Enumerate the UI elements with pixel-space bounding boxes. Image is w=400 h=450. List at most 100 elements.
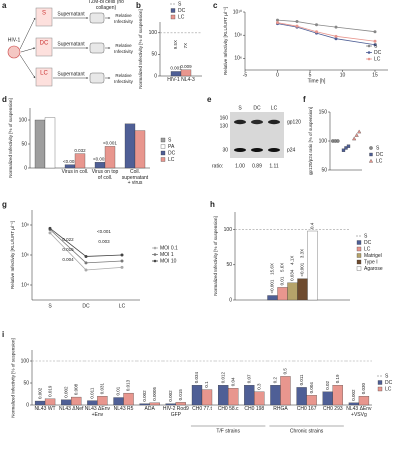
condition-label: DC	[40, 41, 49, 47]
legend-label: LC	[385, 386, 392, 392]
p-value: 0.013	[126, 379, 131, 391]
x-tick-label: RHGA	[273, 406, 288, 412]
bar	[307, 230, 318, 301]
legend-swatch	[160, 144, 166, 149]
bar	[134, 130, 146, 169]
p-value: 0.019	[47, 385, 52, 397]
point	[276, 21, 279, 25]
band-label: p24	[287, 147, 296, 153]
p-value: 0.004	[309, 382, 314, 394]
legend-label: PA	[168, 144, 175, 150]
readout-label: Relative Infectivity	[114, 13, 133, 24]
point	[334, 37, 338, 41]
condition-label: S	[42, 11, 46, 17]
point	[373, 30, 377, 34]
readout-label: Relative Infectivity	[114, 73, 133, 84]
plate	[89, 42, 105, 54]
fold-change: 9.5X	[173, 40, 178, 49]
p-value: 0.009	[180, 64, 192, 69]
transfer-label: Supernatant	[57, 11, 85, 17]
band-label: gp120	[287, 119, 301, 125]
legend-label: LC	[364, 246, 371, 252]
point	[373, 43, 377, 47]
panel-e: e S DC LC 160 130 30 gp120 p24 ratio: 1.…	[207, 95, 301, 169]
ratio-value: 1.11	[269, 163, 279, 169]
p-value: <0.001	[97, 229, 111, 234]
bar	[44, 117, 56, 169]
panel-label: d	[2, 95, 7, 104]
y-tick-label: 150	[319, 109, 328, 115]
p-value: <0.001	[270, 279, 275, 293]
ratio-value: 1.00	[235, 163, 245, 169]
point	[354, 133, 359, 137]
bar	[201, 389, 213, 406]
panel-label: c	[213, 1, 218, 10]
x-axis-label: Time [h]	[308, 78, 326, 84]
p-value: 0.034	[194, 371, 199, 383]
point	[344, 146, 348, 150]
legend-label: Agarose	[364, 266, 383, 272]
p-value: 0.04	[230, 377, 235, 386]
legend-swatch	[170, 8, 176, 13]
lane-label: DC	[253, 105, 261, 111]
x-tick-label: 15	[372, 72, 378, 78]
y-tick-label: 10⁴	[21, 282, 29, 288]
transfer-label: Supernatant	[57, 71, 85, 77]
panel-label: f	[303, 95, 306, 104]
p-value: 0.011	[299, 374, 304, 385]
y-tick-label: 50	[151, 52, 157, 58]
p-value: <0.001	[63, 159, 77, 164]
legend-label: DC	[374, 50, 382, 56]
x-tick-label: NL43 ΔNef	[58, 406, 84, 412]
x-tick-label: HIV-2 Rod9 GFP	[162, 406, 189, 418]
x-tick-label: Coll. supernatant + virus	[121, 169, 149, 187]
x-tick-label: CH0 77.t	[192, 406, 212, 412]
band	[234, 119, 246, 125]
y-tick-label: 50	[21, 141, 27, 147]
point	[315, 30, 318, 34]
fold-change: 15.6X	[270, 263, 275, 275]
legend-marker	[367, 57, 371, 61]
legend-label: S	[364, 233, 368, 239]
x-tick-label: HIV-1 NL4-3	[167, 77, 195, 83]
point	[334, 34, 338, 38]
x-tick-label: NL43 WT	[34, 406, 56, 412]
p-value: 0.19	[335, 374, 340, 383]
x-tick-label: 5	[309, 72, 312, 78]
legend-label: DC	[364, 240, 372, 246]
y-axis-label: Relative Infectivity [RLU/URT µl⁻¹]	[223, 6, 229, 76]
bar	[280, 376, 291, 406]
x-tick-label: NL43 ΔEnv +VSVg	[346, 406, 372, 418]
point	[336, 139, 340, 143]
virus-label: HIV-1	[8, 37, 21, 43]
panel-label: h	[210, 200, 215, 209]
group-label: T/F strains	[216, 428, 240, 434]
point	[84, 261, 88, 265]
p-value: 0.4	[310, 222, 315, 229]
y-tick-label: 50	[226, 262, 232, 268]
bar	[254, 391, 265, 406]
fold-change: 7X	[183, 43, 188, 49]
y-tick-label: 10⁸	[234, 33, 242, 39]
panel-label: e	[207, 95, 212, 104]
p-value: 0.012	[220, 371, 225, 383]
bar	[104, 146, 116, 169]
y-tick-label: 50	[321, 167, 327, 173]
lane-label: S	[238, 105, 242, 111]
x-tick-label: DC	[82, 303, 90, 309]
p-value: 0.008	[73, 383, 78, 395]
bar	[228, 388, 239, 406]
panel-a: a HIV-1 S DC LC Supernatant Supernatant …	[2, 1, 111, 87]
point	[48, 226, 52, 230]
band	[268, 119, 280, 125]
x-tick-label: ADA	[144, 406, 155, 412]
legend-marker	[153, 253, 157, 256]
legend-marker	[367, 44, 371, 48]
plate	[89, 12, 105, 24]
y-tick-label: 100	[319, 138, 328, 144]
bar	[71, 396, 82, 406]
legend-label: LC	[376, 158, 383, 164]
p-value: <0.001	[300, 262, 305, 276]
p-value: 0.5	[283, 368, 288, 375]
legend-label: Matrigel	[364, 253, 382, 259]
